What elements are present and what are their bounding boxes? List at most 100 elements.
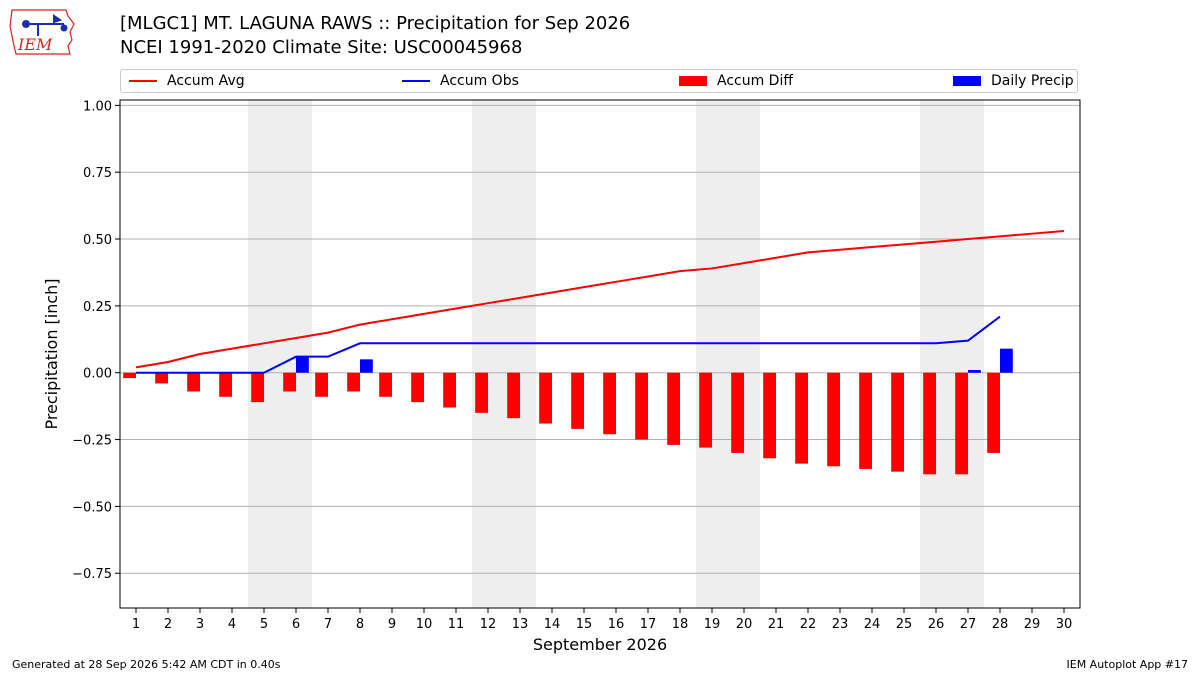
- weekend-shade: [248, 100, 312, 608]
- daily-precip-bar: [360, 359, 373, 373]
- x-tick-label: 26: [928, 617, 945, 632]
- accum-diff-bar: [187, 372, 200, 392]
- legend-item-accum-avg: Accum Avg: [129, 70, 245, 92]
- x-tick-label: 27: [960, 617, 977, 632]
- x-tick-label: 25: [896, 617, 913, 632]
- x-tick-label: 21: [768, 617, 785, 632]
- x-axis-label: September 2026: [533, 635, 667, 654]
- accum-diff-bar: [251, 372, 264, 403]
- accum-diff-bar: [315, 372, 328, 397]
- accum-diff-bar: [603, 372, 616, 435]
- y-tick-label: 0.25: [83, 300, 112, 315]
- x-tick-label: 7: [324, 617, 332, 632]
- legend-label-accum-obs: Accum Obs: [440, 73, 519, 89]
- x-tick-label: 12: [480, 617, 497, 632]
- plot-frame: [119, 99, 1081, 609]
- accum-diff-bar: [155, 372, 168, 384]
- legend-label-daily-precip: Daily Precip: [991, 73, 1074, 89]
- x-tick-label: 10: [416, 617, 433, 632]
- chart-subtitle: NCEI 1991-2020 Climate Site: USC00045968: [120, 37, 523, 58]
- x-tick-label: 8: [356, 617, 364, 632]
- grid-lines: [120, 104, 1080, 574]
- daily-precip-bar: [296, 356, 309, 373]
- generated-timestamp: Generated at 28 Sep 2026 5:42 AM CDT in …: [12, 658, 281, 671]
- legend-swatch-accum-diff: [679, 76, 707, 86]
- x-tick-label: 5: [260, 617, 268, 632]
- x-tick-label: 22: [800, 617, 817, 632]
- iowa-outline-icon: [9, 9, 75, 55]
- x-tick-label: 18: [672, 617, 689, 632]
- accum-diff-bar: [667, 372, 680, 445]
- accum-diff-bar: [827, 372, 840, 467]
- x-tick-label: 17: [640, 617, 657, 632]
- accum-diff-bar: [987, 372, 1000, 453]
- accum-diff-bar: [955, 372, 968, 475]
- y-axis-ticks: −0.75 −0.50 −0.25 0.00 0.25 0.50 0.75 1.00: [72, 99, 120, 582]
- y-tick-label: −0.50: [72, 500, 112, 515]
- x-tick-label: 16: [608, 617, 625, 632]
- x-tick-label: 13: [512, 617, 529, 632]
- daily-precip-bar: [968, 370, 981, 373]
- iem-logo-text: IEM: [17, 35, 53, 54]
- x-tick-label: 30: [1056, 617, 1073, 632]
- chart-legend: Accum Avg Accum Obs Accum Diff Daily Pre…: [120, 69, 1078, 93]
- x-axis-ticks: 1 2 3 4 5 6 7 8 9 10 11 12 13 14 15 16 17 18 19 20 21 22 23 24 2…: [132, 608, 1072, 632]
- accum-diff-bar: [699, 372, 712, 448]
- accum-diff-bar: [795, 372, 808, 464]
- lines: [135, 230, 1065, 374]
- x-tick-label: 1: [132, 617, 140, 632]
- accum-avg-line: [135, 230, 1065, 369]
- x-tick-label: 23: [832, 617, 849, 632]
- y-tick-label: −0.75: [72, 567, 112, 582]
- y-axis-label: Precipitation [inch]: [42, 278, 61, 429]
- bars: [123, 348, 1013, 475]
- accum-diff-bar: [283, 372, 296, 392]
- accum-diff-bar: [635, 372, 648, 440]
- chart-title: [MLGC1] MT. LAGUNA RAWS :: Precipitation…: [120, 13, 631, 34]
- y-tick-label: 1.00: [83, 99, 112, 114]
- x-tick-label: 9: [388, 617, 396, 632]
- accum-diff-bar: [475, 372, 488, 413]
- weekend-shade: [696, 100, 760, 608]
- weekend-shading: [248, 100, 984, 608]
- weekend-shade: [472, 100, 536, 608]
- x-tick-label: 3: [196, 617, 204, 632]
- legend-swatch-accum-avg: [129, 80, 157, 82]
- accum-diff-bar: [539, 372, 552, 424]
- autoplot-app-label: IEM Autoplot App #17: [1066, 658, 1189, 671]
- accum-diff-bar: [347, 372, 360, 392]
- accum-diff-bar: [731, 372, 744, 453]
- accum-diff-bar: [859, 372, 872, 469]
- accum-diff-bar: [443, 372, 456, 408]
- x-tick-label: 28: [992, 617, 1009, 632]
- legend-swatch-daily-precip: [953, 76, 981, 86]
- legend-item-accum-obs: Accum Obs: [402, 70, 519, 92]
- x-tick-label: 14: [544, 617, 561, 632]
- accum-diff-bar: [763, 372, 776, 459]
- weather-station-icon: [22, 14, 68, 36]
- accum-diff-bar: [571, 372, 584, 429]
- daily-precip-bar: [1000, 348, 1013, 373]
- legend-item-daily-precip: Daily Precip: [953, 70, 1074, 92]
- y-tick-label: −0.25: [72, 434, 112, 449]
- x-tick-label: 29: [1024, 617, 1041, 632]
- y-tick-label: 0.00: [83, 367, 112, 382]
- legend-label-accum-diff: Accum Diff: [717, 73, 794, 89]
- x-tick-label: 15: [576, 617, 593, 632]
- x-tick-label: 20: [736, 617, 753, 632]
- accum-diff-bar: [123, 372, 136, 379]
- x-tick-label: 6: [292, 617, 300, 632]
- accum-diff-bar: [379, 372, 392, 397]
- y-tick-label: 0.50: [83, 233, 112, 248]
- accum-diff-bar: [923, 372, 936, 475]
- x-tick-label: 19: [704, 617, 721, 632]
- legend-item-accum-diff: Accum Diff: [679, 70, 793, 92]
- x-tick-label: 2: [164, 617, 172, 632]
- accum-diff-bar: [891, 372, 904, 472]
- accum-diff-bar: [411, 372, 424, 403]
- accum-obs-line: [136, 315, 1001, 374]
- y-tick-label: 0.75: [83, 166, 112, 181]
- legend-label-accum-avg: Accum Avg: [167, 73, 245, 89]
- weekend-shade: [920, 100, 984, 608]
